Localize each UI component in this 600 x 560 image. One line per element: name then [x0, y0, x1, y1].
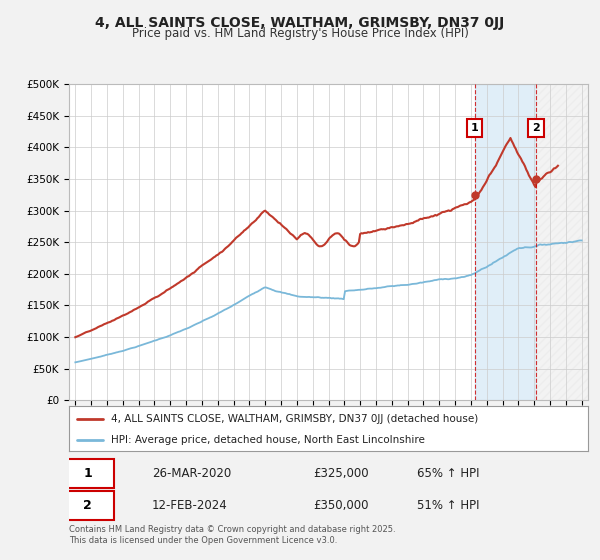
Text: 12-FEB-2024: 12-FEB-2024 [152, 498, 228, 512]
FancyBboxPatch shape [61, 491, 114, 520]
Text: 4, ALL SAINTS CLOSE, WALTHAM, GRIMSBY, DN37 0JJ (detached house): 4, ALL SAINTS CLOSE, WALTHAM, GRIMSBY, D… [110, 413, 478, 423]
Text: 2: 2 [532, 123, 540, 133]
Text: 1: 1 [470, 123, 478, 133]
Text: 51% ↑ HPI: 51% ↑ HPI [417, 498, 479, 512]
Text: 26-MAR-2020: 26-MAR-2020 [152, 466, 231, 480]
Text: 65% ↑ HPI: 65% ↑ HPI [417, 466, 479, 480]
FancyBboxPatch shape [61, 459, 114, 488]
Text: Contains HM Land Registry data © Crown copyright and database right 2025.
This d: Contains HM Land Registry data © Crown c… [69, 525, 395, 545]
Text: Price paid vs. HM Land Registry's House Price Index (HPI): Price paid vs. HM Land Registry's House … [131, 27, 469, 40]
Text: 4, ALL SAINTS CLOSE, WALTHAM, GRIMSBY, DN37 0JJ: 4, ALL SAINTS CLOSE, WALTHAM, GRIMSBY, D… [95, 16, 505, 30]
Text: HPI: Average price, detached house, North East Lincolnshire: HPI: Average price, detached house, Nort… [110, 435, 424, 445]
Bar [475, 84, 536, 400]
Text: £350,000: £350,000 [313, 498, 368, 512]
Bar [536, 84, 590, 400]
Text: 2: 2 [83, 498, 92, 512]
Text: 1: 1 [83, 466, 92, 480]
Text: £325,000: £325,000 [313, 466, 368, 480]
